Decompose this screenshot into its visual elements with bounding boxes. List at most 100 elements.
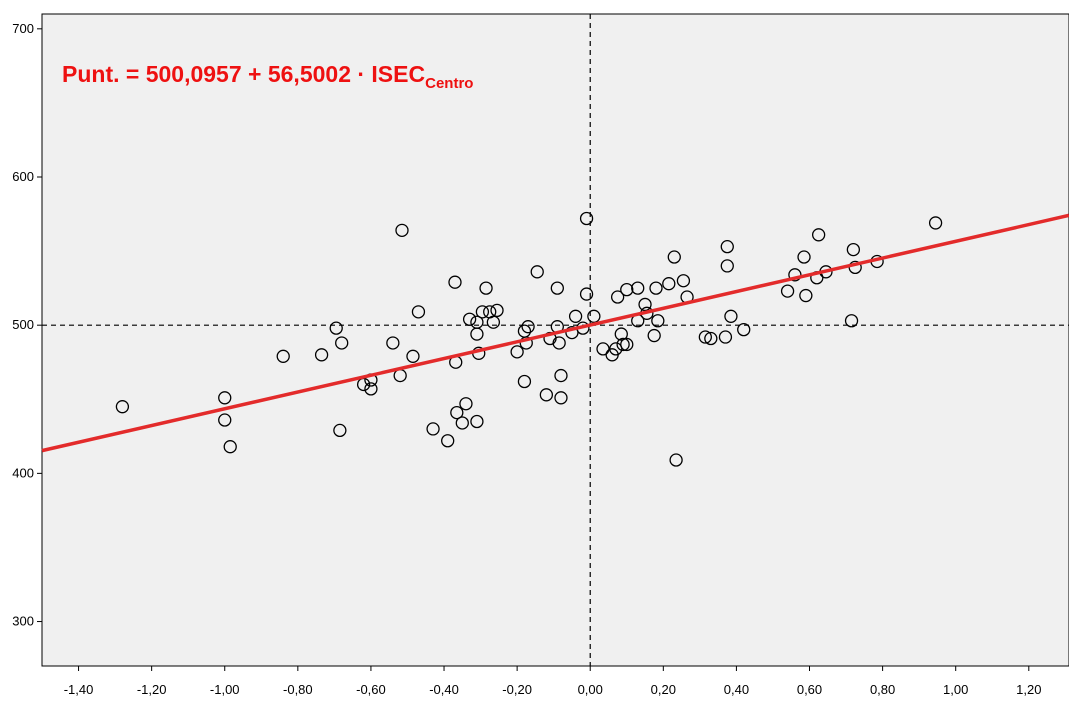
y-tick-label: 500 [12,317,34,332]
data-point [218,413,232,427]
data-point [651,314,665,328]
x-tick-label: -0,20 [502,682,532,697]
data-point [517,374,532,389]
data-point [724,309,738,323]
data-point [470,414,484,429]
data-point [610,290,625,304]
data-point [614,327,628,341]
data-point [333,423,347,438]
data-point [218,391,232,405]
data-point [797,250,811,264]
regression-line [41,213,1069,453]
data-point [426,422,440,436]
data-point [386,336,400,350]
data-point [470,327,484,341]
data-point [620,282,634,297]
data-point [314,348,329,362]
data-point [811,228,826,242]
data-point [720,259,734,273]
data-point [335,336,349,350]
x-tick-label: -1,00 [210,682,240,697]
data-point [550,281,564,295]
data-point [631,281,645,295]
equation-main: Punt. = 500,0957 + 56,5002 · ISEC [62,61,425,87]
data-point [441,434,455,448]
data-point [616,337,630,352]
data-point [698,330,712,344]
regression-line-layer [41,213,1069,453]
data-point [587,309,601,323]
data-point [620,337,634,352]
data-point [510,345,524,359]
data-point [329,321,343,335]
data-point [579,287,594,301]
x-tick-label: 0,00 [578,682,603,697]
data-point [115,400,130,414]
data-point [737,322,751,337]
data-point [647,328,661,343]
data-point [568,309,583,323]
data-point [844,314,859,328]
axes: -1,40 -1,20 -1,00 -0,80 -0,60 -0,40 -0,20 0,00 0… [12,21,1041,697]
y-tick-label: 400 [12,465,34,480]
data-point [450,405,464,420]
data-point [486,315,501,329]
data-point [788,268,802,282]
data-point [411,305,426,319]
x-tick-label: 0,40 [724,682,749,697]
data-point [455,416,469,430]
data-point [667,250,681,264]
data-point [521,320,535,334]
data-point [519,336,533,350]
reference-lines [42,14,1069,666]
x-tick-label: -0,80 [283,682,313,697]
y-tick-label: 300 [12,614,34,629]
x-tick-label: 1,00 [943,682,968,697]
data-point [596,342,610,356]
data-point [609,342,623,356]
data-point [780,284,795,298]
data-point [579,211,594,226]
x-tick-label: 0,60 [797,682,822,697]
data-point [406,349,420,363]
y-tick-label: 600 [12,169,34,184]
data-point [554,368,568,383]
x-tick-label: -0,60 [356,682,386,697]
data-point [554,391,568,405]
x-tick-label: 0,20 [651,682,676,697]
data-point [223,440,237,454]
data-point [676,274,691,288]
data-point [649,281,663,295]
x-tick-label: -1,20 [137,682,167,697]
data-point [704,331,718,346]
data-point [846,242,861,257]
equation-subscript: Centro [425,75,473,92]
x-tick-label: -1,40 [64,682,94,697]
x-tick-label: -0,40 [429,682,459,697]
data-point [799,288,813,303]
x-tick-label: 0,80 [870,682,895,697]
data-point [479,281,493,295]
data-point [720,239,734,254]
data-point [530,265,544,279]
data-point [395,223,409,237]
data-point [364,382,378,396]
regression-equation: Punt. = 500,0957 + 56,5002 · ISECCentro [62,61,473,92]
data-point [662,277,676,291]
data-point [539,388,554,402]
data-point [669,453,683,467]
data-point [475,305,490,319]
data-point [718,330,733,344]
data-point [565,325,579,340]
data-point [459,397,473,411]
data-point [928,216,943,230]
data-point [638,297,652,312]
data-point [448,275,462,289]
data-point [552,336,566,350]
y-tick-label: 700 [12,21,34,36]
x-tick-label: 1,20 [1016,682,1041,697]
data-point [276,349,290,363]
data-point [490,303,504,318]
